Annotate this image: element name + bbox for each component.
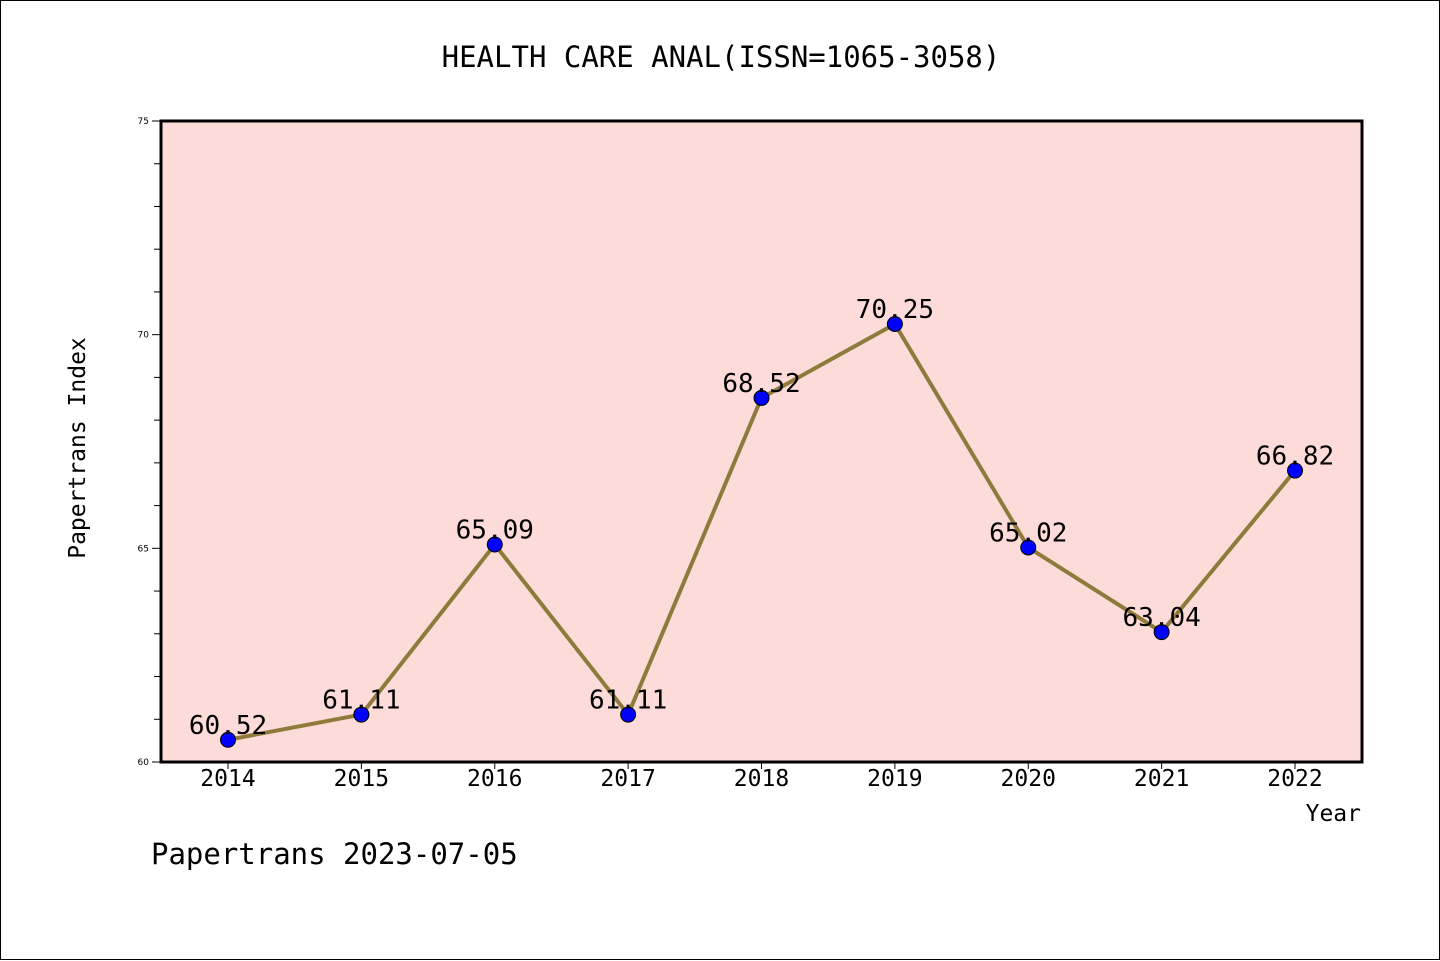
data-point [1020, 539, 1037, 556]
chart-title: HEALTH CARE ANAL(ISSN=1065-3058) [442, 40, 1001, 74]
series-markers [220, 315, 1303, 748]
data-label: 65.09 [456, 515, 534, 545]
x-tick-label: 2016 [467, 766, 522, 792]
data-label: 63.04 [1122, 603, 1200, 633]
y-axis-title: Papertrans Index [65, 337, 91, 559]
data-label: 68.52 [722, 369, 800, 399]
y-axis: 60 65 70 75 [138, 117, 161, 768]
data-label: 61.11 [322, 686, 400, 716]
x-tick-label: 2018 [734, 766, 789, 792]
x-tick-label: 2017 [600, 766, 655, 792]
data-label: 66.82 [1256, 442, 1334, 472]
plot-border [159, 119, 1364, 764]
y-tick-label: 70 [138, 331, 150, 341]
x-axis: 2014 2015 2016 2017 2018 2019 2020 2021 2022 [200, 762, 1323, 792]
x-tick-label: 2021 [1134, 766, 1189, 792]
y-tick-label: 60 [138, 758, 150, 768]
data-label: 61.11 [589, 686, 667, 716]
data-label: 60.52 [189, 711, 267, 741]
data-point [886, 315, 903, 332]
data-point [753, 389, 770, 406]
y-tick-label: 75 [138, 117, 149, 127]
x-tick-label: 2020 [1001, 766, 1056, 792]
data-point [1287, 462, 1303, 479]
x-tick-label: 2015 [334, 766, 389, 792]
data-point [1153, 624, 1170, 641]
data-point [620, 706, 637, 723]
data-label: 65.02 [989, 518, 1067, 548]
x-tick-label: 2019 [867, 766, 922, 792]
data-point [220, 731, 236, 748]
x-tick-label: 2014 [200, 766, 255, 792]
y-tick-label: 65 [138, 544, 149, 554]
footer-stamp: Papertrans 2023-07-05 [151, 837, 518, 871]
data-label: 70.25 [856, 295, 934, 325]
x-tick-label: 2022 [1267, 766, 1322, 792]
data-labels: 60.52 61.11 65.09 61.11 68.52 70.25 65.02 63.04… [189, 295, 1334, 741]
x-axis-title: Year [1306, 801, 1361, 827]
plot-area [161, 121, 1362, 762]
data-point [353, 706, 370, 723]
data-point [486, 536, 503, 553]
